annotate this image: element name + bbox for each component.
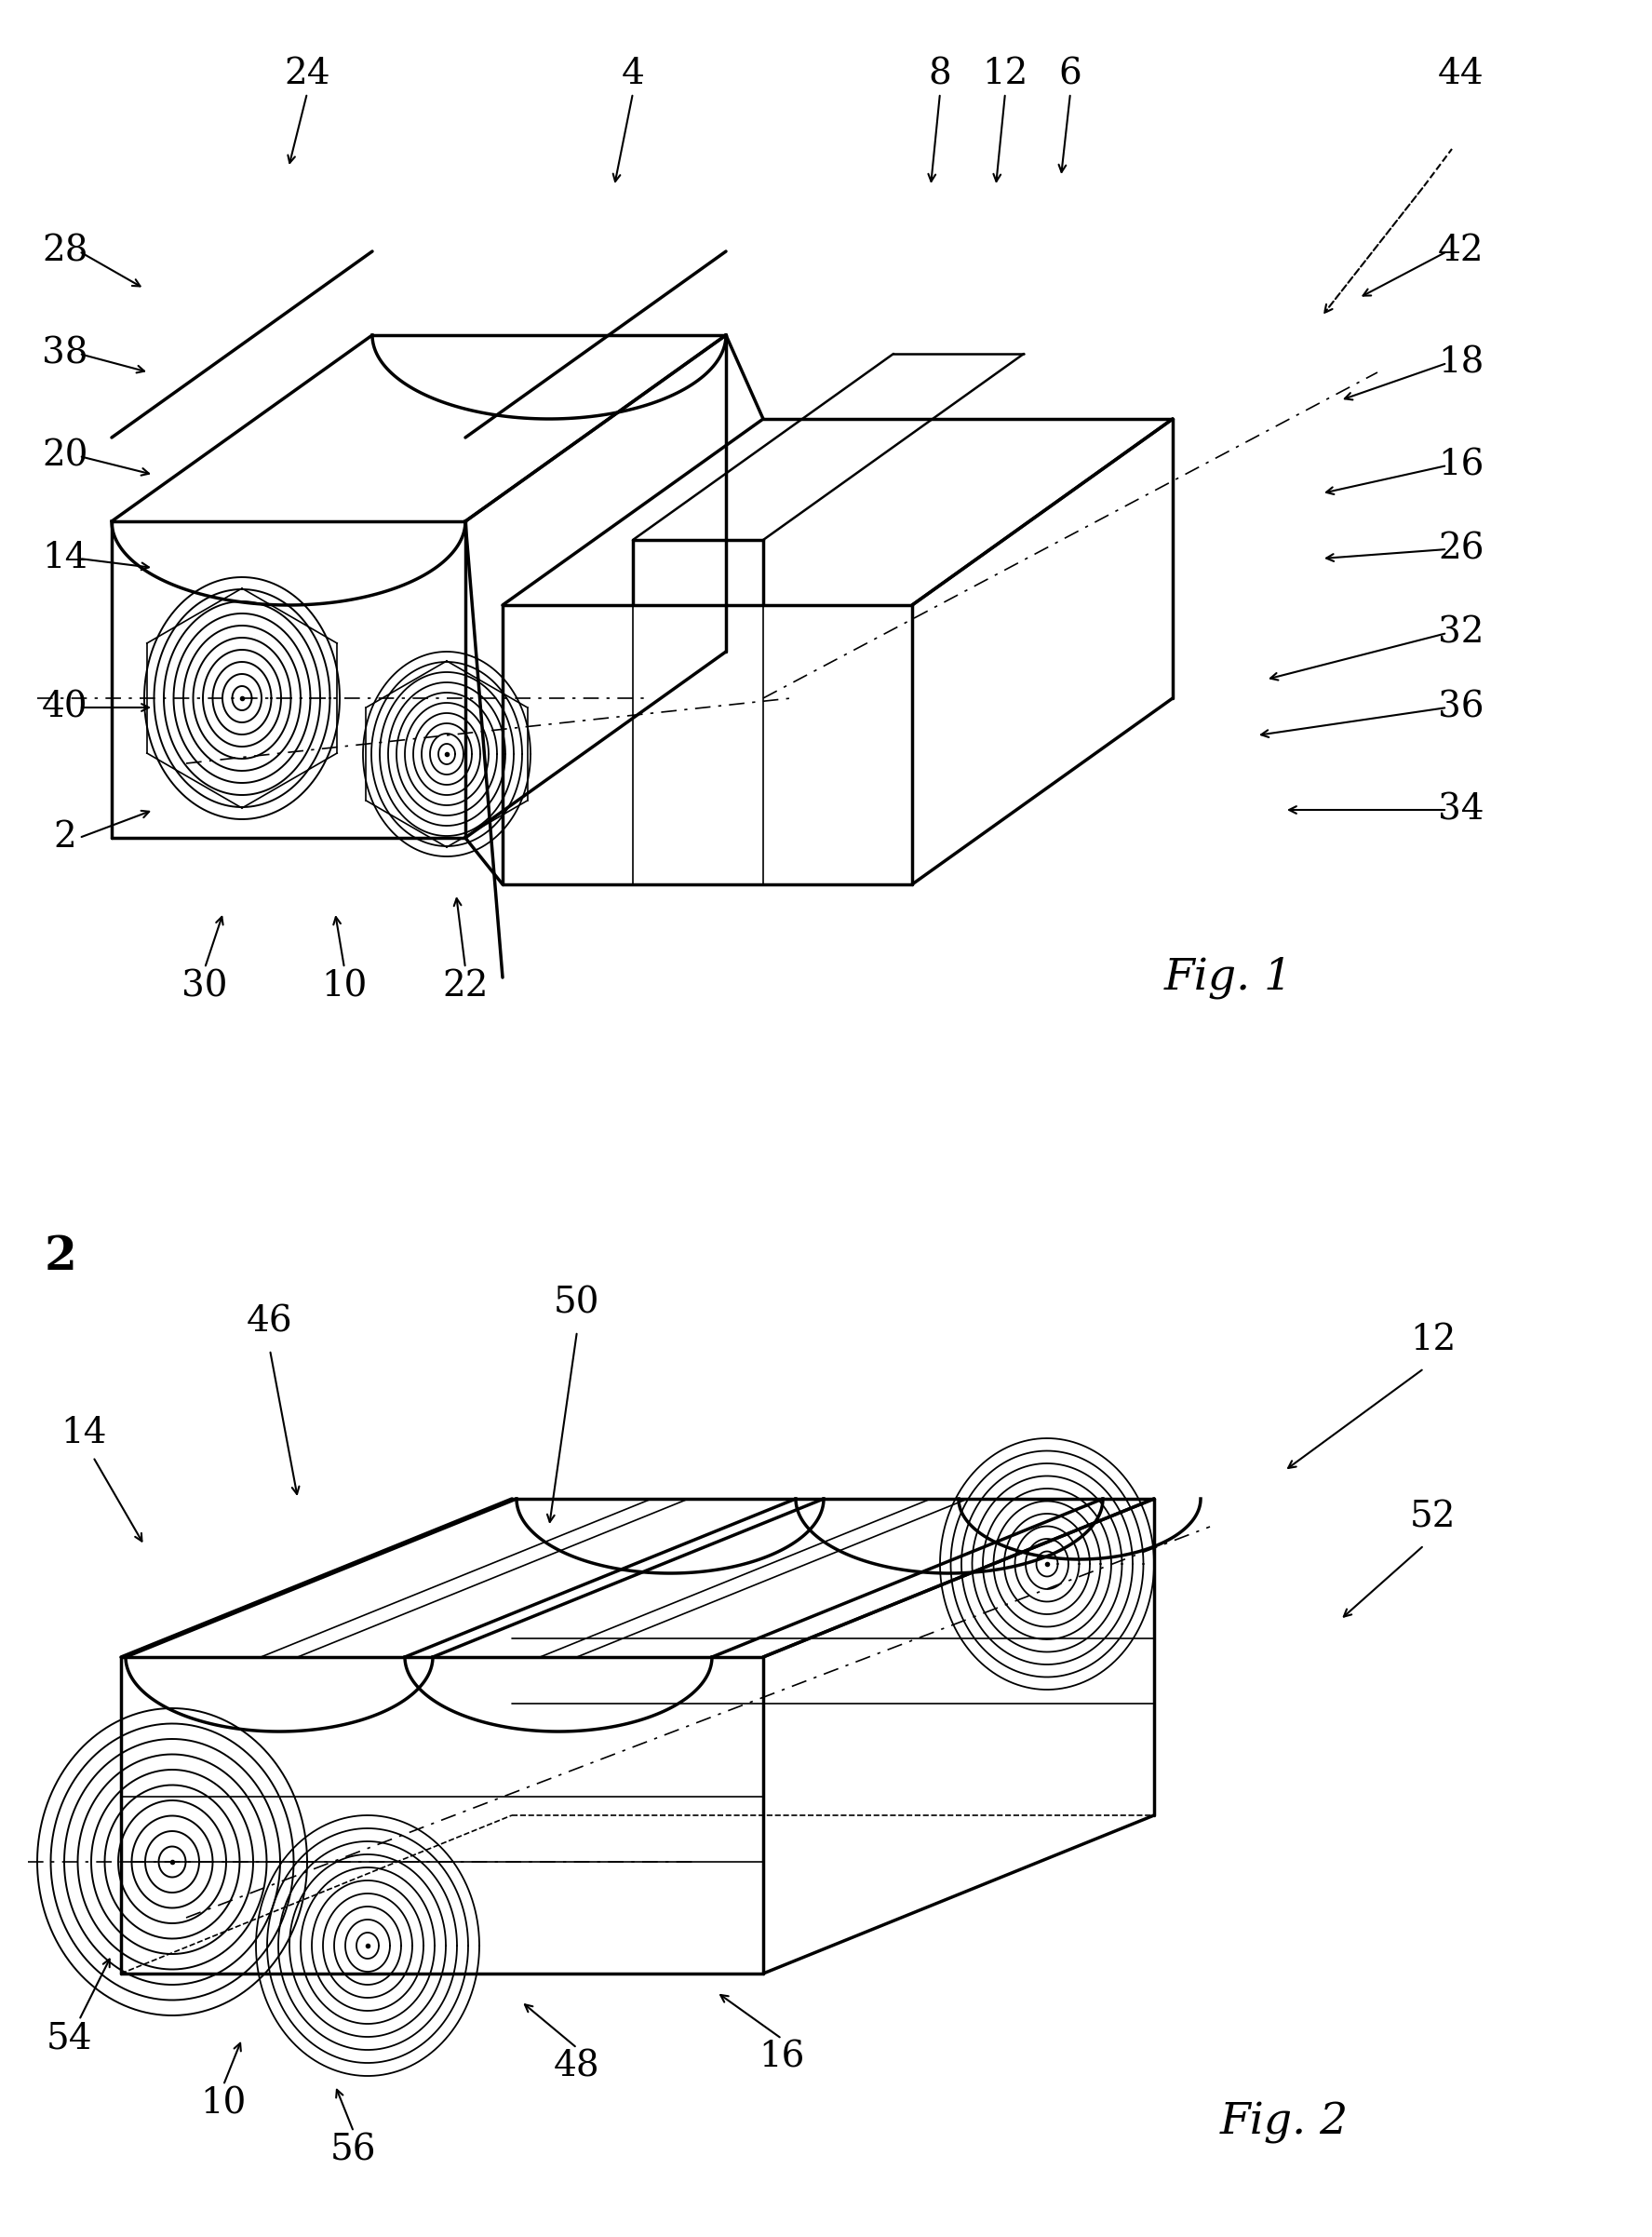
Text: 30: 30 (182, 969, 228, 1004)
Text: 18: 18 (1439, 347, 1483, 380)
Text: 36: 36 (1439, 691, 1483, 725)
Text: 12: 12 (1411, 1324, 1457, 1358)
Text: 40: 40 (41, 691, 88, 725)
Text: 10: 10 (322, 969, 367, 1004)
Text: 56: 56 (330, 2134, 377, 2168)
Text: 4: 4 (621, 58, 644, 92)
Text: 28: 28 (41, 235, 88, 268)
Text: 48: 48 (553, 2049, 600, 2085)
Text: 16: 16 (758, 2040, 805, 2074)
Text: 14: 14 (41, 541, 88, 575)
Text: Fig. 1: Fig. 1 (1165, 955, 1294, 998)
Text: 54: 54 (46, 2022, 93, 2056)
Text: 34: 34 (1439, 792, 1483, 828)
Text: 10: 10 (200, 2087, 246, 2121)
Text: 50: 50 (553, 1286, 600, 1320)
Text: 32: 32 (1439, 615, 1483, 651)
Text: 44: 44 (1437, 58, 1485, 92)
Text: 46: 46 (246, 1304, 292, 1340)
Text: 24: 24 (284, 58, 330, 92)
Text: 20: 20 (41, 438, 88, 474)
Text: 12: 12 (983, 58, 1028, 92)
Text: 22: 22 (443, 969, 489, 1004)
Text: 6: 6 (1059, 58, 1082, 92)
Text: 2: 2 (53, 821, 76, 855)
Text: 26: 26 (1439, 532, 1483, 566)
Text: Fig. 2: Fig. 2 (1221, 2101, 1348, 2143)
Text: 2: 2 (45, 1235, 76, 1280)
Text: 14: 14 (61, 1416, 107, 1452)
Text: 16: 16 (1439, 447, 1483, 483)
Text: 52: 52 (1411, 1501, 1457, 1535)
Text: 38: 38 (41, 336, 88, 371)
Text: 42: 42 (1439, 235, 1483, 268)
Text: 8: 8 (928, 58, 952, 92)
